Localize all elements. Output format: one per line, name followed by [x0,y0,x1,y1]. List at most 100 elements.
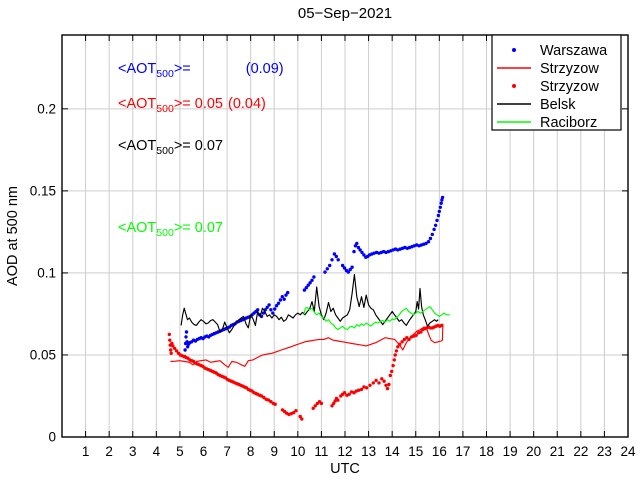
legend-item-raciborz-line: Raciborz [497,115,597,131]
data-point [313,404,317,408]
x-tick-label: 22 [573,444,588,459]
series-warszawa-dots [182,195,445,359]
x-tick-label: 18 [479,444,494,459]
data-point [398,342,402,346]
data-point [414,333,418,337]
y-tick-label: 0.1 [37,265,56,280]
data-point [377,381,381,385]
data-point [430,232,434,237]
series-belsk-line-path [180,274,439,334]
x-tick-label: 15 [408,444,423,459]
legend-item-warszawa-dot: Warszawa [512,43,608,59]
data-point [433,223,438,227]
series-strzyzow-dots [167,323,444,421]
data-point [184,335,188,339]
annotation-belsk: <AOT500>= 0.07 [118,138,223,157]
data-point [390,369,394,374]
data-point [342,391,347,395]
data-point [294,409,298,413]
data-point [380,377,384,381]
data-point [282,297,286,301]
x-tick-label: 11 [314,444,328,459]
x-tick-label: 20 [526,444,541,459]
x-tick-label: 19 [503,444,518,459]
series-layer [167,195,450,421]
data-point [362,385,366,389]
data-point [306,283,310,287]
x-tick-label: 17 [455,444,470,459]
data-point [174,349,179,353]
data-point [256,308,260,312]
data-point [350,265,354,269]
data-point [332,252,337,256]
data-point [168,338,172,342]
x-tick-label: 12 [337,444,352,459]
data-point [437,209,441,214]
data-point [374,378,378,383]
chart-title: 05−Sep−2021 [298,5,392,22]
y-tick-label: 0.2 [37,101,56,116]
annotation-warszawa: <AOT500>= (0.09) [118,61,284,80]
data-point [348,267,352,272]
legend-dot-marker [512,84,516,88]
data-point [280,295,284,299]
data-point [330,258,334,262]
data-point [273,402,277,406]
data-point [269,400,273,404]
data-point [319,401,324,406]
x-tick-label: 3 [129,444,137,459]
data-point [402,337,407,342]
legend-dot-marker [512,48,516,52]
data-point [334,254,338,259]
data-point [286,290,290,295]
x-tick-label: 10 [290,444,305,459]
x-tick-label: 23 [597,444,612,459]
data-point [358,248,362,252]
legend-label: Strzyzow [540,79,599,95]
data-point [276,301,281,305]
x-tick-label: 9 [270,444,278,459]
data-point [356,245,361,250]
data-point [298,414,302,419]
data-point [342,266,347,270]
data-point [382,379,386,383]
y-tick-label: 0.15 [30,183,56,198]
legend: Warszawa Strzyzow Strzyzow Belsk Raciborz [491,34,622,131]
x-tick-label: 13 [361,444,376,459]
annotation-layer: <AOT500>= (0.09) <AOT500>= 0.05 (0.04) <AOT5… [118,61,284,239]
data-point [312,275,316,279]
x-tick-label: 7 [223,444,231,459]
legend-item-strzyzow-dot: Strzyzow [512,79,599,95]
data-point [436,213,441,218]
data-point [323,270,327,274]
data-point [426,240,431,244]
data-point [407,337,411,342]
data-point [424,241,428,246]
y-tick-label: 0 [48,430,56,445]
x-tick-label: 16 [432,444,447,459]
data-point [265,305,269,310]
data-point [333,399,337,403]
data-point [304,286,308,290]
y-tick-label: 0.05 [30,347,56,362]
legend-label: Belsk [540,97,576,113]
data-point [330,404,334,408]
annotation-strzyzow: <AOT500>= 0.05 (0.04) [118,96,266,115]
data-point [183,348,187,352]
data-point [332,401,336,406]
data-point [355,241,359,246]
data-point [384,383,388,387]
data-point [385,386,390,391]
data-point [169,351,173,355]
data-point [365,386,369,390]
data-point [310,278,314,282]
data-point [438,205,442,209]
data-point [428,236,433,241]
data-point [388,373,392,378]
data-point [392,358,396,362]
data-point [400,340,404,344]
data-point [328,263,332,268]
x-tick-label: 6 [200,444,208,459]
x-axis-label: UTC [330,461,360,477]
